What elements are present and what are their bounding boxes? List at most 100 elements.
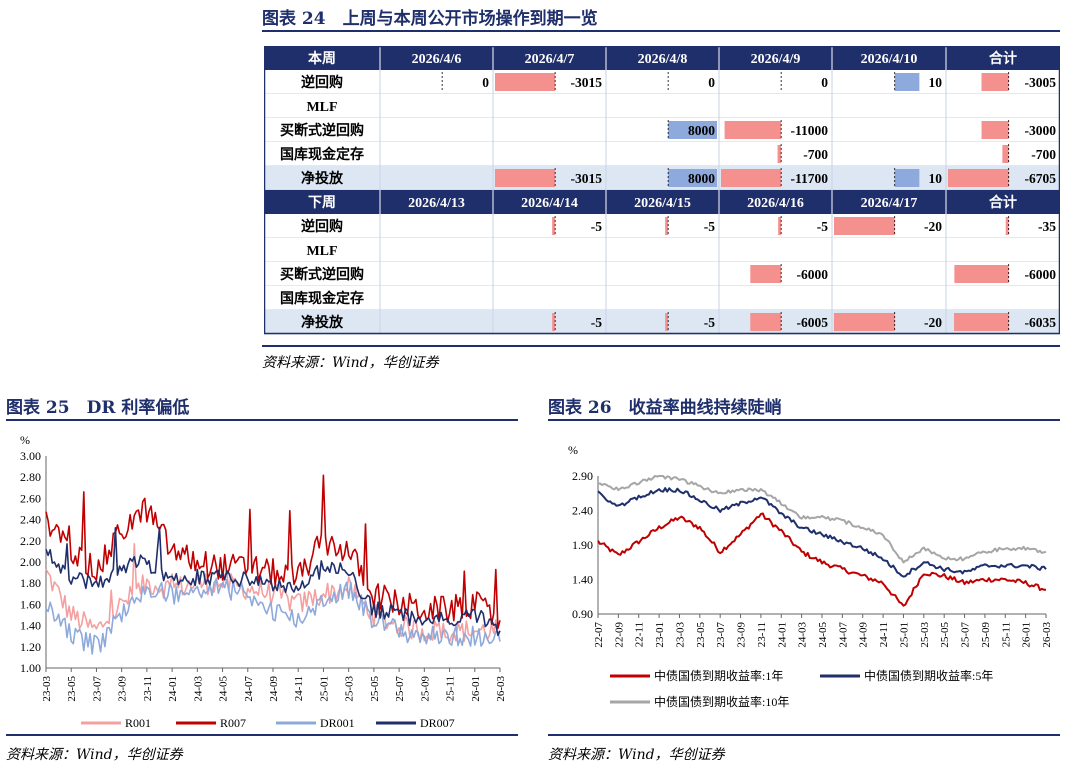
figure25-bottom-rule xyxy=(6,734,518,736)
value-bar xyxy=(954,313,1009,331)
table-cell-value: -700 xyxy=(1031,147,1056,162)
x-tick-label: 24-05 xyxy=(218,676,230,702)
value-bar xyxy=(954,265,1009,283)
x-tick-label: 25-07 xyxy=(394,676,406,702)
table-cell-value: -11700 xyxy=(790,171,828,186)
row-label: 国库现金定存 xyxy=(280,290,364,307)
figure25-title: 图表 25 DR 利率偏低 xyxy=(6,398,190,418)
table-net-row xyxy=(264,166,1060,190)
x-tick-label: 25-07 xyxy=(960,622,972,648)
x-tick-label: 25-03 xyxy=(919,622,931,648)
table-cell-value: 10 xyxy=(929,171,943,186)
legend-label: R007 xyxy=(220,716,246,730)
series-line-2 xyxy=(45,474,501,630)
y-tick-label: 1.40 xyxy=(572,573,593,587)
value-bar xyxy=(668,121,717,139)
table-row xyxy=(264,214,1060,238)
table-net-row xyxy=(264,310,1060,334)
x-tick-label: 23-05 xyxy=(66,676,78,702)
table-cell-value: -700 xyxy=(803,147,828,162)
table-cell-value: 0 xyxy=(821,75,828,90)
legend-label: R001 xyxy=(125,716,151,730)
value-bar xyxy=(665,313,669,331)
x-tick-label: 23-05 xyxy=(695,622,707,648)
x-tick-label: 25-09 xyxy=(980,622,992,648)
table-cell-value: -5 xyxy=(704,219,715,234)
table-row xyxy=(264,142,1060,166)
value-bar xyxy=(834,313,895,331)
table-header-cell: 本周 xyxy=(308,50,336,67)
y-tick-label: 1.20 xyxy=(20,640,41,654)
value-bar xyxy=(750,313,782,331)
y-tick-label: 2.20 xyxy=(20,534,41,548)
value-bar xyxy=(778,217,782,235)
row-label: 净投放 xyxy=(301,170,344,187)
row-label: 买断式逆回购 xyxy=(280,122,364,139)
figure24-source: 资料来源：Wind，华创证券 xyxy=(262,355,439,371)
x-tick-label: 25-03 xyxy=(344,676,356,702)
x-tick-label: 25-11 xyxy=(1000,622,1012,647)
row-label: 逆回购 xyxy=(301,218,343,235)
value-bar xyxy=(495,73,556,91)
table-cell-value: 0 xyxy=(482,75,489,90)
table-cell-value: -6705 xyxy=(1025,171,1057,186)
y-axis-unit: % xyxy=(20,433,30,447)
table-cell-value: -3015 xyxy=(571,171,603,186)
x-tick-label: 23-11 xyxy=(142,676,154,701)
x-tick-label: 26-01 xyxy=(1021,622,1033,648)
value-bar xyxy=(750,265,782,283)
y-tick-label: 2.00 xyxy=(20,555,41,569)
x-tick-label: 23-09 xyxy=(117,676,129,702)
y-tick-label: 2.40 xyxy=(20,513,41,527)
table-header-row xyxy=(264,190,1060,214)
x-tick-label: 23-11 xyxy=(756,622,768,647)
legend-label: DR007 xyxy=(420,716,455,730)
figure26-title: 图表 26 收益率曲线持续陡峭 xyxy=(548,398,782,418)
value-bar xyxy=(981,73,1009,91)
figure24-title: 图表 24 上周与本周公开市场操作到期一览 xyxy=(262,9,598,29)
x-tick-label: 24-01 xyxy=(776,622,788,648)
table-header-cell: 2026/4/15 xyxy=(634,196,691,211)
y-tick-label: 1.40 xyxy=(20,619,41,633)
series-line-4 xyxy=(45,526,501,637)
table-cell-value: -3000 xyxy=(1025,123,1057,138)
x-tick-label: 24-09 xyxy=(268,676,280,702)
table-row xyxy=(264,118,1060,142)
row-label: 国库现金定存 xyxy=(280,146,364,163)
table-row xyxy=(264,286,1060,310)
x-tick-label: 23-07 xyxy=(715,622,727,648)
series-line-3 xyxy=(597,475,1047,564)
x-tick-label: 24-03 xyxy=(797,622,809,648)
value-bar xyxy=(777,145,782,163)
x-tick-label: 25-09 xyxy=(419,676,431,702)
table-header-cell: 2026/4/13 xyxy=(408,196,465,211)
y-tick-label: 2.90 xyxy=(572,469,593,483)
x-tick-label: 26-03 xyxy=(495,676,507,702)
table-cell-value: -5 xyxy=(591,315,602,330)
y-tick-label: 2.80 xyxy=(20,470,41,484)
row-label: 净投放 xyxy=(301,314,344,331)
value-bar xyxy=(665,217,669,235)
x-tick-label: 25-11 xyxy=(445,676,457,701)
y-tick-label: 1.00 xyxy=(20,661,41,675)
table-header-cell: 2026/4/14 xyxy=(521,196,578,211)
x-tick-label: 24-11 xyxy=(293,676,305,701)
x-tick-label: 25-05 xyxy=(369,676,381,702)
y-tick-label: 0.90 xyxy=(572,607,593,621)
row-label: 买断式逆回购 xyxy=(280,266,364,283)
x-tick-label: 22-07 xyxy=(593,622,605,648)
table-row xyxy=(264,70,1060,94)
figure25-source: 资料来源：Wind，华创证券 xyxy=(6,747,183,763)
figure24-title-rule xyxy=(262,30,1060,32)
x-tick-label: 23-07 xyxy=(91,676,103,702)
figure26-source: 资料来源：Wind，华创证券 xyxy=(548,747,725,763)
x-tick-label: 26-01 xyxy=(470,676,482,702)
value-bar xyxy=(834,217,895,235)
x-tick-label: 25-05 xyxy=(939,622,951,648)
table-cell-value: 10 xyxy=(929,75,943,90)
x-tick-label: 23-03 xyxy=(674,622,686,648)
y-tick-label: 1.80 xyxy=(20,576,41,590)
table-header-cell: 2026/4/8 xyxy=(638,52,688,67)
table-cell-value: -5 xyxy=(591,219,602,234)
x-tick-label: 25-01 xyxy=(898,622,910,648)
